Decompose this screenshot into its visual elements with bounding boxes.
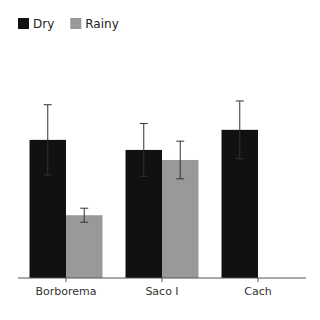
x-tick-label: Saco I (145, 285, 178, 298)
error-line (44, 175, 52, 176)
error-bar (80, 208, 88, 222)
x-tick-label: Cach (244, 285, 271, 298)
error-line (236, 158, 244, 159)
error-line (140, 123, 148, 124)
error-bar (140, 124, 148, 177)
legend-swatch (70, 18, 81, 29)
error-bar (176, 141, 184, 179)
error-line (180, 141, 181, 179)
error-line (84, 208, 85, 222)
error-line (80, 208, 88, 209)
x-tick-label: Borborema (35, 285, 96, 298)
error-bar (44, 105, 52, 175)
error-line (47, 105, 48, 175)
chart-container: Borborema Saco I Cach Dry Rainy (0, 0, 320, 320)
error-line (236, 100, 244, 101)
error-line (80, 222, 88, 223)
chart: Borborema Saco I Cach Dry Rainy (0, 0, 320, 320)
x-tick (66, 278, 67, 282)
legend-swatch (18, 18, 29, 29)
error-line (176, 178, 184, 179)
error-line (176, 141, 184, 142)
x-tick (162, 278, 163, 282)
legend: Dry Rainy (18, 17, 119, 31)
error-bar (236, 101, 244, 159)
bar (66, 215, 102, 278)
error-line (239, 101, 240, 159)
error-line (44, 104, 52, 105)
plot-area (30, 101, 258, 278)
x-tick (258, 278, 259, 282)
error-line (143, 124, 144, 177)
legend-label: Dry (33, 17, 54, 31)
legend-label: Rainy (85, 17, 118, 31)
error-line (140, 176, 148, 177)
